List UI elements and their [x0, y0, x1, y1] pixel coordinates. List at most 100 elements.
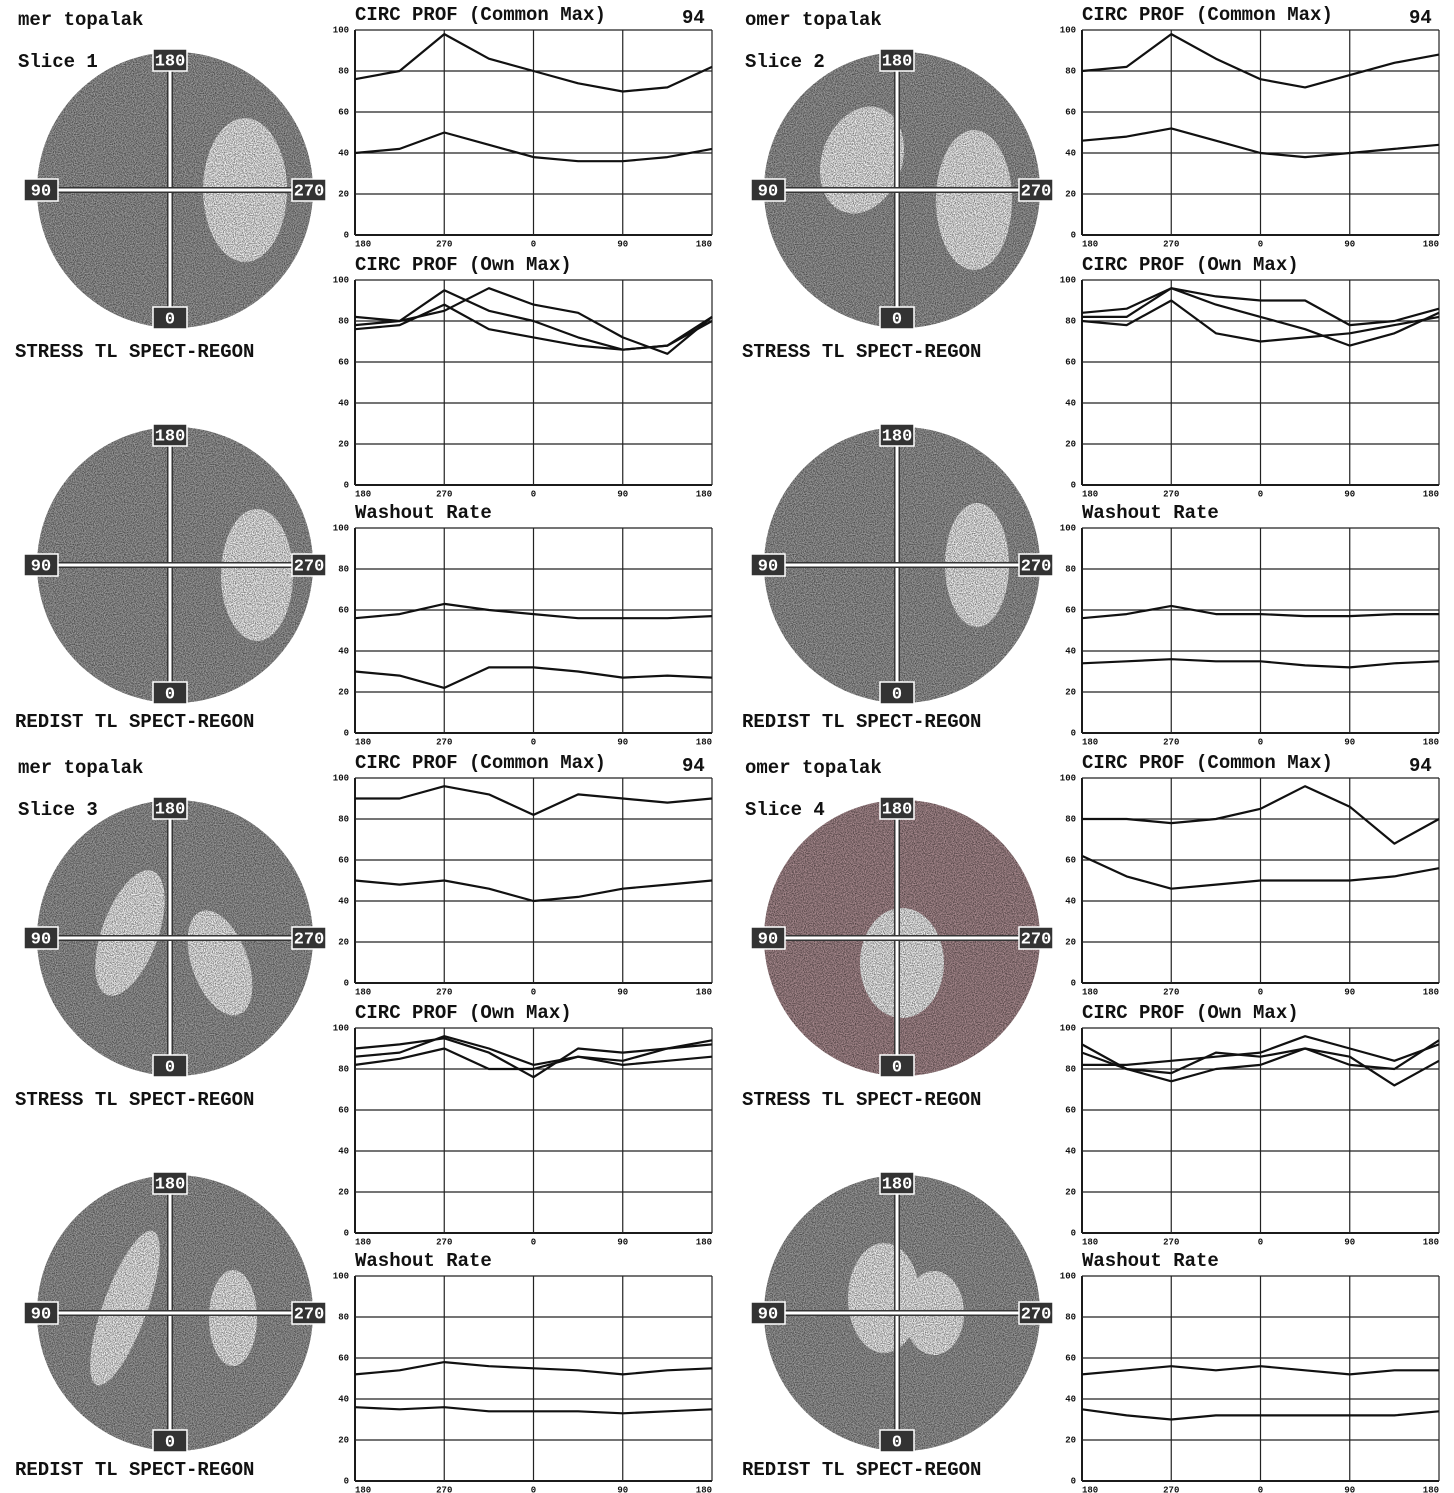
x-tick-label: 90 [1344, 239, 1355, 249]
x-tick-label: 180 [696, 1485, 712, 1493]
chart-title: CIRC PROF (Own Max) [355, 1002, 572, 1024]
x-tick-label: 180 [1423, 239, 1439, 249]
map-label: 180 [882, 52, 913, 71]
y-tick-label: 100 [1060, 25, 1076, 35]
y-tick-label: 20 [338, 189, 349, 199]
y-tick-label: 60 [1065, 1105, 1076, 1115]
y-tick-label: 100 [1060, 523, 1076, 533]
x-tick-label: 0 [531, 239, 536, 249]
y-tick-label: 80 [1065, 564, 1076, 574]
y-tick-label: 80 [338, 1064, 349, 1074]
x-tick-label: 0 [531, 737, 536, 747]
patient-name: omer topalak [745, 757, 882, 779]
y-tick-label: 40 [1065, 1146, 1076, 1156]
y-tick-label: 60 [1065, 1353, 1076, 1363]
y-tick-label: 20 [338, 1435, 349, 1445]
x-tick-label: 180 [355, 1485, 371, 1493]
map-label: 90 [758, 557, 778, 576]
map-caption: STRESS TL SPECT-REGON [15, 1089, 254, 1111]
y-tick-label: 100 [333, 275, 349, 285]
map-label: 180 [155, 427, 186, 446]
chart-title: CIRC PROF (Common Max) [1082, 4, 1333, 26]
y-tick-label: 80 [1065, 66, 1076, 76]
y-tick-label: 80 [338, 1312, 349, 1322]
y-tick-label: 0 [344, 230, 349, 240]
x-tick-label: 270 [436, 1237, 452, 1247]
map-label: 180 [882, 1175, 913, 1194]
x-tick-label: 180 [355, 489, 371, 499]
y-tick-label: 80 [1065, 1064, 1076, 1074]
x-tick-label: 180 [1082, 737, 1098, 747]
y-tick-label: 100 [333, 25, 349, 35]
map-caption: REDIST TL SPECT-REGON [742, 1459, 981, 1481]
y-tick-label: 80 [1065, 814, 1076, 824]
y-tick-label: 0 [344, 1476, 349, 1486]
map-label: 0 [165, 1058, 175, 1077]
x-tick-label: 180 [355, 987, 371, 997]
y-tick-label: 80 [1065, 316, 1076, 326]
x-tick-label: 90 [1344, 1237, 1355, 1247]
y-tick-label: 40 [338, 896, 349, 906]
y-tick-label: 20 [1065, 439, 1076, 449]
y-tick-label: 60 [1065, 855, 1076, 865]
x-tick-label: 0 [1258, 987, 1263, 997]
x-tick-label: 180 [1423, 737, 1439, 747]
x-tick-label: 0 [531, 1485, 536, 1493]
chart-title: Washout Rate [355, 502, 492, 524]
map-label: 270 [294, 557, 325, 576]
y-tick-label: 0 [1071, 978, 1076, 988]
y-tick-label: 80 [338, 66, 349, 76]
chart-title: Washout Rate [355, 1250, 492, 1272]
map-label: 270 [1021, 930, 1052, 949]
x-tick-label: 90 [1344, 1485, 1355, 1493]
x-tick-label: 90 [617, 1485, 628, 1493]
y-tick-label: 40 [338, 1146, 349, 1156]
y-tick-label: 80 [338, 316, 349, 326]
y-tick-label: 20 [338, 937, 349, 947]
y-tick-label: 20 [1065, 937, 1076, 947]
chart-title: CIRC PROF (Own Max) [1082, 1002, 1299, 1024]
x-tick-label: 180 [696, 1237, 712, 1247]
chart-annotation: 94 [682, 755, 705, 777]
x-tick-label: 90 [617, 737, 628, 747]
y-tick-label: 0 [344, 480, 349, 490]
patient-name: mer topalak [18, 757, 143, 779]
map-label: 90 [758, 182, 778, 201]
chart-title: Washout Rate [1082, 1250, 1219, 1272]
map-label: 90 [31, 557, 51, 576]
x-tick-label: 270 [436, 737, 452, 747]
y-tick-label: 100 [333, 1023, 349, 1033]
map-label: 270 [294, 1305, 325, 1324]
y-tick-label: 40 [338, 1394, 349, 1404]
y-tick-label: 0 [1071, 1228, 1076, 1238]
y-tick-label: 100 [333, 523, 349, 533]
y-tick-label: 100 [333, 1271, 349, 1281]
y-tick-label: 80 [338, 564, 349, 574]
x-tick-label: 0 [531, 489, 536, 499]
y-tick-label: 40 [1065, 896, 1076, 906]
x-tick-label: 180 [1082, 489, 1098, 499]
y-tick-label: 100 [1060, 275, 1076, 285]
map-label: 0 [892, 1433, 902, 1452]
x-tick-label: 270 [436, 987, 452, 997]
x-tick-label: 270 [436, 1485, 452, 1493]
y-tick-label: 80 [1065, 1312, 1076, 1322]
map-label: 180 [155, 800, 186, 819]
map-label: 270 [294, 930, 325, 949]
x-tick-label: 90 [1344, 987, 1355, 997]
y-tick-label: 0 [1071, 230, 1076, 240]
y-tick-label: 80 [338, 814, 349, 824]
slice-label: Slice 1 [18, 51, 98, 73]
y-tick-label: 60 [338, 357, 349, 367]
slice-label: Slice 4 [745, 799, 825, 821]
x-tick-label: 0 [531, 987, 536, 997]
x-tick-label: 180 [1423, 1237, 1439, 1247]
y-tick-label: 0 [1071, 1476, 1076, 1486]
x-tick-label: 180 [696, 239, 712, 249]
x-tick-label: 270 [1163, 489, 1179, 499]
map-label: 90 [758, 930, 778, 949]
x-tick-label: 0 [531, 1237, 536, 1247]
y-tick-label: 40 [1065, 646, 1076, 656]
y-tick-label: 60 [1065, 605, 1076, 615]
x-tick-label: 180 [355, 239, 371, 249]
